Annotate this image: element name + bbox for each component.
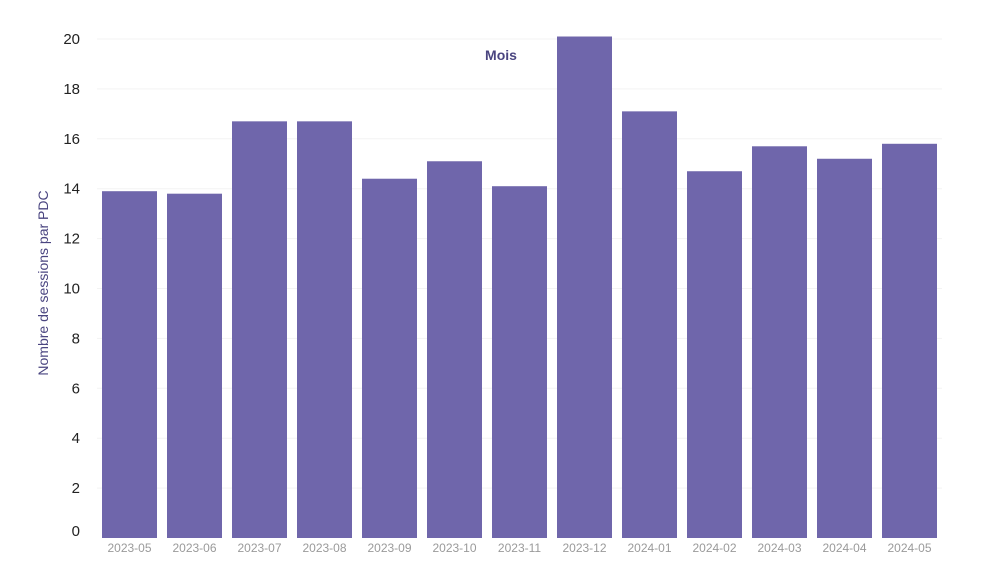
x-tick-label: 2024-05 xyxy=(887,541,931,555)
y-axis-label: Nombre de sessions par PDC xyxy=(35,190,51,375)
x-axis-ticks: 2023-05 2023-06 2023-07 2023-08 2023-09 2023-… xyxy=(107,541,931,555)
y-tick-label: 14 xyxy=(63,181,80,198)
x-tick-label: 2023-12 xyxy=(562,541,606,555)
bar-2023-12 xyxy=(557,36,612,538)
x-tick-label: 2024-04 xyxy=(822,541,866,555)
bar-2023-08 xyxy=(297,121,352,539)
x-tick-label: 2024-02 xyxy=(692,541,736,555)
x-axis-label: Mois xyxy=(485,47,517,63)
bar-2023-05 xyxy=(102,191,157,538)
x-tick-label: 2023-06 xyxy=(172,541,216,555)
y-tick-label: 4 xyxy=(72,430,80,447)
bar-2023-11 xyxy=(492,186,547,538)
x-tick-label: 2023-10 xyxy=(432,541,476,555)
bar-2024-01 xyxy=(622,111,677,538)
y-tick-label: 10 xyxy=(63,281,80,298)
x-tick-label: 2024-01 xyxy=(627,541,671,555)
x-tick-label: 2023-08 xyxy=(302,541,346,555)
bar-2023-06 xyxy=(167,193,222,538)
x-tick-label: 2023-07 xyxy=(237,541,281,555)
x-tick-label: 2024-03 xyxy=(757,541,801,555)
y-tick-label: 18 xyxy=(63,81,80,98)
x-tick-label: 2023-11 xyxy=(498,541,541,555)
x-tick-label: 2023-09 xyxy=(367,541,411,555)
x-tick-label: 2023-05 xyxy=(107,541,151,555)
y-tick-label: 12 xyxy=(63,231,80,248)
bar-2024-02 xyxy=(687,171,742,539)
bar-2023-09 xyxy=(362,178,417,538)
y-tick-label: 16 xyxy=(63,131,80,148)
y-tick-label: 6 xyxy=(72,380,80,397)
y-tick-label: 20 xyxy=(63,31,80,48)
bar-2024-04 xyxy=(817,158,872,538)
bar-2023-10 xyxy=(427,161,482,538)
bar-2023-07 xyxy=(232,121,287,539)
y-tick-label: 2 xyxy=(72,480,80,497)
bars xyxy=(102,36,937,539)
bar-2024-03 xyxy=(752,146,807,538)
y-tick-label: 8 xyxy=(72,330,80,347)
bar-2024-05 xyxy=(882,143,937,539)
y-axis-ticks: 0 2 4 6 8 10 12 14 16 18 20 xyxy=(63,31,80,540)
y-tick-label: 0 xyxy=(72,523,80,540)
